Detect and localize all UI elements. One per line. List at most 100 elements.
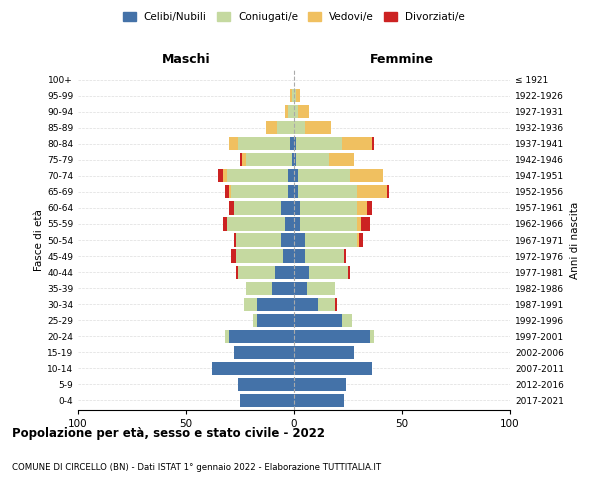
Bar [286, 105, 287, 118]
Bar [277, 121, 294, 134]
Bar [294, 153, 296, 166]
Legend: Celibi/Nubili, Coniugati/e, Vedovi/e, Divorziati/e: Celibi/Nubili, Coniugati/e, Vedovi/e, Di… [119, 8, 469, 26]
Bar [290, 89, 292, 102]
Bar [294, 137, 296, 150]
Bar [305, 250, 344, 262]
Bar [281, 202, 294, 214]
Bar [344, 250, 346, 262]
Text: COMUNE DI CIRCELLO (BN) - Dati ISTAT 1° gennaio 2022 - Elaborazione TUTTITALIA.I: COMUNE DI CIRCELLO (BN) - Dati ISTAT 1° … [12, 462, 381, 471]
Bar [372, 137, 374, 150]
Bar [294, 170, 298, 182]
Bar [257, 314, 294, 327]
Bar [247, 153, 292, 166]
Bar [387, 186, 389, 198]
Bar [294, 362, 372, 375]
Bar [294, 105, 298, 118]
Bar [367, 202, 372, 214]
Bar [294, 346, 355, 359]
Bar [294, 298, 318, 310]
Bar [266, 121, 277, 134]
Bar [294, 202, 301, 214]
Bar [286, 218, 294, 230]
Bar [356, 202, 367, 214]
Bar [294, 266, 309, 278]
Bar [292, 89, 294, 102]
Bar [247, 282, 272, 294]
Bar [329, 153, 355, 166]
Bar [283, 250, 294, 262]
Bar [253, 314, 257, 327]
Bar [298, 105, 309, 118]
Bar [294, 282, 307, 294]
Bar [223, 170, 227, 182]
Bar [359, 234, 363, 246]
Bar [356, 186, 387, 198]
Bar [281, 234, 294, 246]
Bar [309, 266, 348, 278]
Bar [233, 234, 236, 246]
Bar [294, 121, 305, 134]
Y-axis label: Anni di nascita: Anni di nascita [569, 202, 580, 278]
Bar [298, 186, 356, 198]
Bar [229, 202, 233, 214]
Bar [294, 186, 298, 198]
Bar [287, 105, 294, 118]
Bar [294, 394, 344, 407]
Y-axis label: Fasce di età: Fasce di età [34, 209, 44, 271]
Bar [225, 186, 229, 198]
Bar [236, 250, 283, 262]
Bar [240, 394, 294, 407]
Bar [212, 362, 294, 375]
Bar [236, 266, 238, 278]
Bar [229, 330, 294, 343]
Bar [240, 153, 242, 166]
Bar [229, 137, 238, 150]
Bar [296, 89, 301, 102]
Bar [341, 137, 372, 150]
Bar [294, 250, 305, 262]
Text: Femmine: Femmine [370, 53, 434, 66]
Bar [296, 153, 329, 166]
Bar [356, 234, 359, 246]
Bar [335, 298, 337, 310]
Bar [294, 234, 305, 246]
Bar [236, 234, 281, 246]
Bar [348, 266, 350, 278]
Bar [361, 218, 370, 230]
Bar [257, 298, 294, 310]
Bar [290, 137, 294, 150]
Bar [301, 202, 356, 214]
Text: Popolazione per età, sesso e stato civile - 2022: Popolazione per età, sesso e stato civil… [12, 428, 325, 440]
Bar [287, 186, 294, 198]
Bar [229, 186, 232, 198]
Bar [227, 170, 287, 182]
Bar [287, 170, 294, 182]
Bar [294, 218, 301, 230]
Bar [294, 378, 346, 391]
Bar [294, 314, 341, 327]
Bar [292, 153, 294, 166]
Bar [301, 218, 356, 230]
Bar [296, 137, 341, 150]
Bar [294, 330, 370, 343]
Bar [238, 378, 294, 391]
Bar [275, 266, 294, 278]
Bar [238, 137, 290, 150]
Text: Maschi: Maschi [161, 53, 211, 66]
Bar [233, 346, 294, 359]
Bar [356, 218, 361, 230]
Bar [223, 218, 227, 230]
Bar [298, 170, 350, 182]
Bar [370, 330, 374, 343]
Bar [244, 298, 257, 310]
Bar [227, 218, 286, 230]
Bar [232, 186, 287, 198]
Bar [242, 153, 247, 166]
Bar [307, 282, 335, 294]
Bar [225, 330, 229, 343]
Bar [233, 202, 281, 214]
Bar [350, 170, 383, 182]
Bar [272, 282, 294, 294]
Bar [318, 298, 335, 310]
Bar [238, 266, 275, 278]
